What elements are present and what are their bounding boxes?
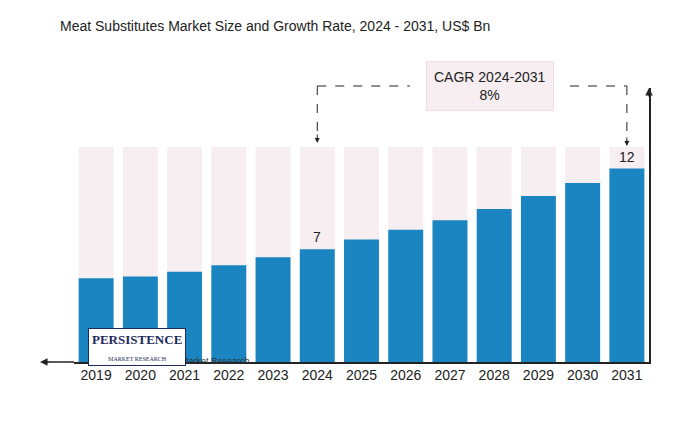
svg-text:2024: 2024 (302, 367, 333, 383)
svg-text:2020: 2020 (125, 367, 156, 383)
svg-text:2019: 2019 (81, 367, 112, 383)
svg-text:2027: 2027 (434, 367, 465, 383)
svg-text:2029: 2029 (523, 367, 554, 383)
svg-text:12: 12 (619, 149, 635, 165)
svg-text:PERSISTENCEMARKET RESEARCH: PERSISTENCEMARKET RESEARCH (92, 332, 182, 362)
svg-text:2023: 2023 (257, 367, 288, 383)
svg-text:2022: 2022 (213, 367, 244, 383)
svg-text:2028: 2028 (479, 367, 510, 383)
svg-text:2030: 2030 (567, 367, 598, 383)
svg-text:2026: 2026 (390, 367, 421, 383)
svg-text:7: 7 (313, 229, 321, 245)
svg-text:2021: 2021 (169, 367, 200, 383)
svg-text:2031: 2031 (611, 367, 642, 383)
svg-text:Source: Persistence Market Res: Source: Persistence Market Research (98, 356, 250, 366)
svg-text:Meat Substitutes Market Size a: Meat Substitutes Market Size and Growth … (60, 18, 490, 34)
svg-text:2025: 2025 (346, 367, 377, 383)
svg-text:CAGR 2024-20318%: CAGR 2024-20318% (434, 69, 546, 103)
